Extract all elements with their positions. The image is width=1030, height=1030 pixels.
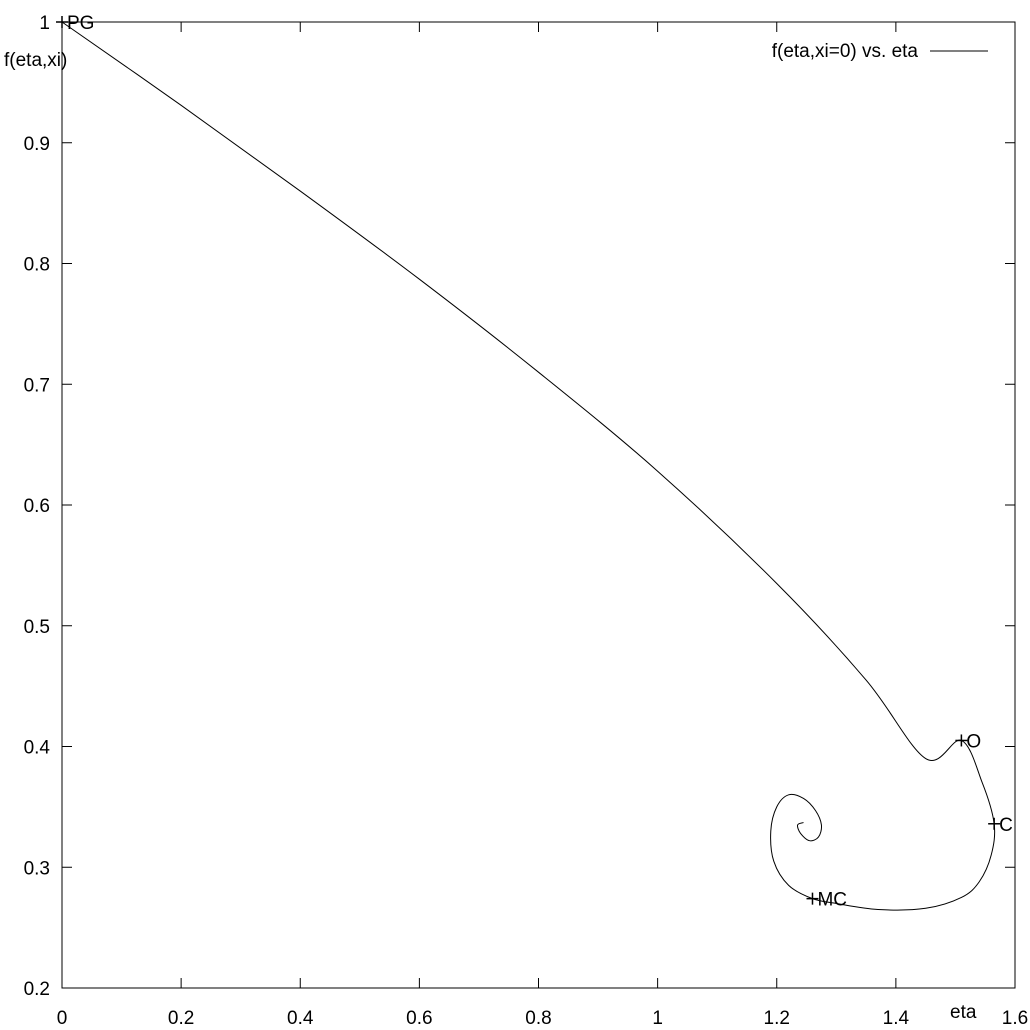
legend: f(eta,xi=0) vs. eta	[772, 41, 988, 62]
y-tick-label: 0.3	[24, 858, 50, 879]
y-tick-label: 0.2	[24, 979, 50, 1000]
y-tick-label: 1	[39, 13, 50, 34]
y-tick-label: 0.5	[24, 617, 50, 638]
x-tick-label: 1	[652, 1008, 663, 1029]
y-tick-label: 0.9	[24, 134, 50, 155]
y-tick-label: 0.8	[24, 255, 50, 276]
point-label-o: O	[966, 731, 981, 752]
y-tick-label: 0.6	[24, 496, 50, 517]
tick-labels: 0 0.2 0.4 0.6 0.8 1 1.2 1.4 1.6 0.2 0.3 0.4 0.5 0.6 0.…	[24, 13, 1029, 1029]
y-tick-label: 0.7	[24, 375, 50, 396]
x-tick-label: 1.4	[883, 1008, 910, 1029]
x-tick-label: 0.2	[168, 1008, 194, 1029]
legend-label: f(eta,xi=0) vs. eta	[772, 41, 919, 62]
x-tick-label: 0.6	[406, 1008, 432, 1029]
x-tick-label: 0.4	[287, 1008, 314, 1029]
x-tick-label: 1.6	[1002, 1008, 1028, 1029]
y-axis-title: f(eta,xi)	[4, 50, 67, 71]
point-label-c: C	[999, 815, 1013, 836]
x-tick-label: 1.2	[764, 1008, 790, 1029]
x-axis-title: eta	[950, 1002, 977, 1023]
point-label-mc: MC	[817, 890, 847, 911]
x-tick-label: 0	[57, 1008, 68, 1029]
series-line	[61, 21, 996, 911]
marked-points: PG O C MC	[56, 13, 1013, 911]
ticks	[62, 22, 1015, 988]
x-tick-label: 0.8	[525, 1008, 551, 1029]
y-tick-label: 0.4	[24, 738, 51, 759]
plot-frame	[61, 21, 1016, 989]
point-label-pg: PG	[67, 13, 94, 34]
